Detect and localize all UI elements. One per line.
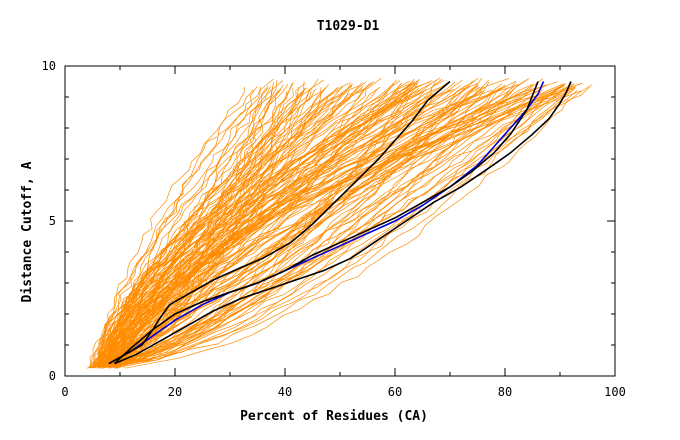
model-curve	[92, 89, 282, 366]
model-curve	[100, 85, 477, 366]
model-curve	[108, 91, 322, 367]
model-curve	[94, 82, 363, 369]
model-curve	[99, 80, 284, 368]
series-line-4	[114, 81, 572, 365]
model-curve	[119, 88, 364, 367]
model-curve	[117, 80, 475, 366]
model-curve	[90, 88, 378, 366]
model-curve	[123, 83, 416, 366]
model-curve	[114, 87, 576, 369]
x-tick-label: 0	[61, 385, 68, 399]
model-curve	[89, 77, 382, 369]
model-curve	[97, 86, 262, 365]
model-curve	[97, 87, 322, 366]
model-curve	[99, 78, 543, 368]
model-curve	[91, 86, 518, 369]
x-tick-label: 100	[604, 385, 626, 399]
y-axis: 0 5 10	[42, 59, 615, 383]
model-curve	[93, 86, 484, 367]
y-tick-label: 0	[49, 369, 56, 383]
model-curve	[109, 87, 539, 369]
model-curve	[114, 90, 578, 369]
model-curve	[96, 78, 443, 369]
y-tick-label: 10	[42, 59, 56, 73]
chart-title: T1029-D1	[317, 19, 380, 34]
y-axis-label: Distance Cutoff, A	[20, 161, 35, 302]
model-curve	[110, 80, 278, 368]
model-curve	[99, 84, 573, 368]
model-curve	[102, 79, 527, 368]
model-curve	[103, 88, 422, 366]
model-curve	[117, 86, 245, 369]
model-curve	[111, 88, 575, 366]
model-curve	[89, 77, 483, 367]
model-curve	[115, 83, 479, 368]
model-curve	[110, 89, 305, 366]
model-curve	[98, 87, 273, 369]
model-curve	[95, 78, 319, 367]
model-curve	[86, 78, 420, 369]
model-curve	[100, 89, 441, 366]
series-line-3	[113, 81, 539, 365]
model-curve	[94, 87, 269, 368]
model-curve	[104, 86, 258, 367]
model-curve	[93, 83, 416, 366]
model-curve	[115, 80, 437, 369]
model-curve	[99, 83, 566, 367]
model-curve	[112, 85, 565, 368]
model-curve	[115, 78, 274, 366]
model-curve	[113, 83, 479, 367]
model-curve	[119, 90, 312, 368]
model-curve	[105, 85, 444, 369]
x-tick-label: 40	[278, 385, 292, 399]
model-curve	[97, 86, 364, 369]
model-curve	[115, 83, 566, 369]
model-curve	[117, 84, 547, 367]
x-axis-label: Percent of Residues (CA)	[240, 409, 428, 424]
model-curve	[112, 85, 412, 368]
model-curve	[109, 79, 489, 367]
model-curve	[110, 84, 467, 366]
model-curves	[86, 77, 593, 369]
model-curve	[99, 85, 562, 368]
model-curve	[92, 85, 461, 368]
model-curve	[92, 87, 307, 368]
y-tick-label: 5	[49, 214, 56, 228]
model-curve	[125, 87, 590, 369]
model-curve	[103, 84, 284, 368]
model-curve	[100, 92, 567, 367]
model-curve	[99, 89, 255, 368]
model-curve	[114, 87, 412, 366]
model-curve	[118, 85, 353, 368]
model-curve	[114, 88, 508, 368]
x-axis: 0 20 40 60 80 100	[61, 66, 626, 399]
x-tick-label: 20	[168, 385, 182, 399]
series-line-1	[108, 81, 545, 365]
series-lines	[108, 80, 572, 365]
x-tick-label: 60	[388, 385, 402, 399]
x-tick-label: 80	[498, 385, 512, 399]
